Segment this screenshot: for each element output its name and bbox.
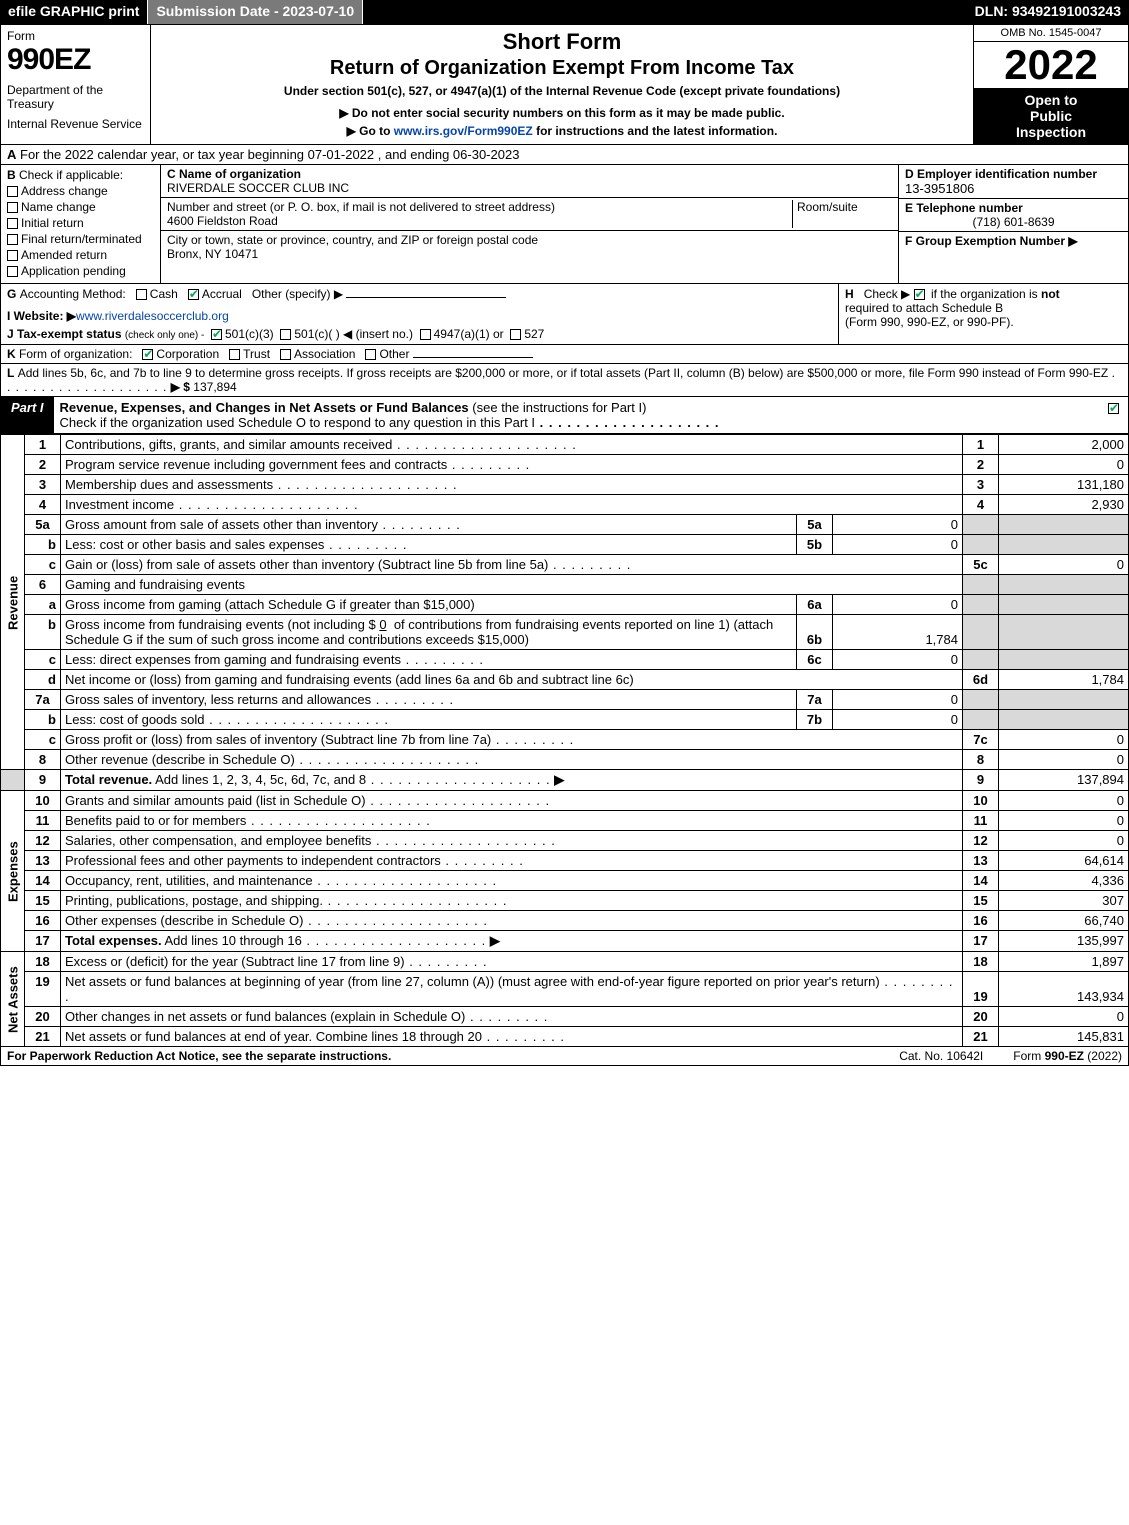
phone: (718) 601-8639 — [905, 215, 1122, 229]
org-address: 4600 Fieldston Road — [167, 214, 792, 228]
line-10: Expenses 10 Grants and similar amounts p… — [1, 791, 1129, 811]
line-7b: b Less: cost of goods sold 7b 0 — [1, 710, 1129, 730]
header-center: Short Form Return of Organization Exempt… — [151, 25, 973, 144]
part1-tab: Part I — [1, 397, 54, 433]
line-3: 3 Membership dues and assessments 3 131,… — [1, 475, 1129, 495]
check-accrual[interactable] — [188, 289, 199, 300]
row-l: L Add lines 5b, 6c, and 7b to line 9 to … — [0, 364, 1129, 397]
subtitle-url: ▶ Go to www.irs.gov/Form990EZ for instru… — [155, 124, 969, 138]
tax-year: 2022 — [974, 42, 1128, 88]
row-h: H Check ▶ if the organization is not req… — [838, 284, 1128, 344]
line-9: 9 Total revenue. Add lines 1, 2, 3, 4, 5… — [1, 770, 1129, 791]
row-k: K Form of organization: Corporation Trus… — [0, 345, 1129, 364]
check-501c3[interactable] — [211, 329, 222, 340]
line-20: 20 Other changes in net assets or fund b… — [1, 1007, 1129, 1027]
org-name: RIVERDALE SOCCER CLUB INC — [167, 181, 892, 195]
submission-date: Submission Date - 2023-07-10 — [148, 0, 363, 24]
line-16: 16 Other expenses (describe in Schedule … — [1, 911, 1129, 931]
line-1: Revenue 1 Contributions, gifts, grants, … — [1, 435, 1129, 455]
check-527[interactable] — [510, 329, 521, 340]
omb-number: OMB No. 1545-0047 — [974, 25, 1128, 42]
line-21: 21 Net assets or fund balances at end of… — [1, 1027, 1129, 1047]
line-7a: 7a Gross sales of inventory, less return… — [1, 690, 1129, 710]
footer-cat: Cat. No. 10642I — [869, 1049, 1013, 1063]
check-other-org[interactable] — [365, 349, 376, 360]
line-18: Net Assets 18 Excess or (deficit) for th… — [1, 952, 1129, 972]
row-g-i-j: G Accounting Method: Cash Accrual Other … — [1, 284, 838, 344]
subtitle-section: Under section 501(c), 527, or 4947(a)(1)… — [155, 84, 969, 98]
line-8: 8 Other revenue (describe in Schedule O)… — [1, 750, 1129, 770]
col-cdef: C Name of organization RIVERDALE SOCCER … — [161, 165, 1128, 283]
open-inspection: Open to Public Inspection — [974, 88, 1128, 144]
line-6d: d Net income or (loss) from gaming and f… — [1, 670, 1129, 690]
col-c: C Name of organization RIVERDALE SOCCER … — [161, 165, 898, 283]
side-revenue: Revenue — [1, 435, 25, 770]
form-word: Form — [7, 29, 144, 43]
header-right: OMB No. 1545-0047 2022 Open to Public In… — [973, 25, 1128, 144]
row-a: A For the 2022 calendar year, or tax yea… — [0, 145, 1129, 165]
dln: DLN: 93492191003243 — [967, 0, 1129, 24]
line-12: 12 Salaries, other compensation, and emp… — [1, 831, 1129, 851]
check-amended-return[interactable]: Amended return — [7, 248, 154, 262]
check-501c[interactable] — [280, 329, 291, 340]
form-number: 990EZ — [7, 43, 144, 77]
website-link[interactable]: www.riverdalesoccerclub.org — [76, 309, 229, 323]
check-cash[interactable] — [136, 289, 147, 300]
top-bar: efile GRAPHIC print Submission Date - 20… — [0, 0, 1129, 24]
gross-receipts: 137,894 — [193, 380, 236, 394]
line-6c: c Less: direct expenses from gaming and … — [1, 650, 1129, 670]
side-net-assets: Net Assets — [1, 952, 25, 1047]
line-5b: b Less: cost or other basis and sales ex… — [1, 535, 1129, 555]
dept-treasury: Department of the Treasury — [7, 83, 144, 111]
room-suite: Room/suite — [792, 200, 892, 228]
line-13: 13 Professional fees and other payments … — [1, 851, 1129, 871]
col-b: B Check if applicable: Address change Na… — [1, 165, 161, 283]
check-4947[interactable] — [420, 329, 431, 340]
line-6a: a Gross income from gaming (attach Sched… — [1, 595, 1129, 615]
ein: 13-3951806 — [905, 181, 1122, 196]
title-return: Return of Organization Exempt From Incom… — [155, 57, 969, 80]
line-11: 11 Benefits paid to or for members 11 0 — [1, 811, 1129, 831]
check-schedule-o-part1[interactable] — [1108, 403, 1119, 414]
line-7c: c Gross profit or (loss) from sales of i… — [1, 730, 1129, 750]
check-association[interactable] — [280, 349, 291, 360]
dept-irs: Internal Revenue Service — [7, 117, 144, 131]
org-city: Bronx, NY 10471 — [167, 247, 892, 261]
line-5c: c Gain or (loss) from sale of assets oth… — [1, 555, 1129, 575]
footer-left: For Paperwork Reduction Act Notice, see … — [7, 1049, 869, 1063]
part1-header: Part I Revenue, Expenses, and Changes in… — [0, 397, 1129, 434]
line-4: 4 Investment income 4 2,930 — [1, 495, 1129, 515]
part1-title: Revenue, Expenses, and Changes in Net As… — [54, 397, 1102, 433]
line-5a: 5a Gross amount from sale of assets othe… — [1, 515, 1129, 535]
subtitle-ssn: ▶ Do not enter social security numbers o… — [155, 106, 969, 120]
check-application-pending[interactable]: Application pending — [7, 264, 154, 278]
col-def: D Employer identification number 13-3951… — [898, 165, 1128, 283]
check-corporation[interactable] — [142, 349, 153, 360]
block-b-f: B Check if applicable: Address change Na… — [0, 165, 1129, 284]
form-header: Form 990EZ Department of the Treasury In… — [0, 24, 1129, 145]
check-final-return[interactable]: Final return/terminated — [7, 232, 154, 246]
line-19: 19 Net assets or fund balances at beginn… — [1, 972, 1129, 1007]
check-trust[interactable] — [229, 349, 240, 360]
line-15: 15 Printing, publications, postage, and … — [1, 891, 1129, 911]
part1-table: Revenue 1 Contributions, gifts, grants, … — [0, 434, 1129, 1047]
line-17: 17 Total expenses. Add lines 10 through … — [1, 931, 1129, 952]
check-name-change[interactable]: Name change — [7, 200, 154, 214]
block-g-h: G Accounting Method: Cash Accrual Other … — [0, 284, 1129, 345]
title-short-form: Short Form — [155, 29, 969, 55]
irs-link[interactable]: www.irs.gov/Form990EZ — [394, 124, 533, 138]
header-left: Form 990EZ Department of the Treasury In… — [1, 25, 151, 144]
line-6b: b Gross income from fundraising events (… — [1, 615, 1129, 650]
footer-form: Form 990-EZ (2022) — [1013, 1049, 1122, 1063]
check-initial-return[interactable]: Initial return — [7, 216, 154, 230]
line-6: 6 Gaming and fundraising events — [1, 575, 1129, 595]
line-14: 14 Occupancy, rent, utilities, and maint… — [1, 871, 1129, 891]
line-2: 2 Program service revenue including gove… — [1, 455, 1129, 475]
side-expenses: Expenses — [1, 791, 25, 952]
efile-label: efile GRAPHIC print — [0, 0, 148, 24]
check-address-change[interactable]: Address change — [7, 184, 154, 198]
page-footer: For Paperwork Reduction Act Notice, see … — [0, 1047, 1129, 1066]
check-schedule-b[interactable] — [914, 289, 925, 300]
